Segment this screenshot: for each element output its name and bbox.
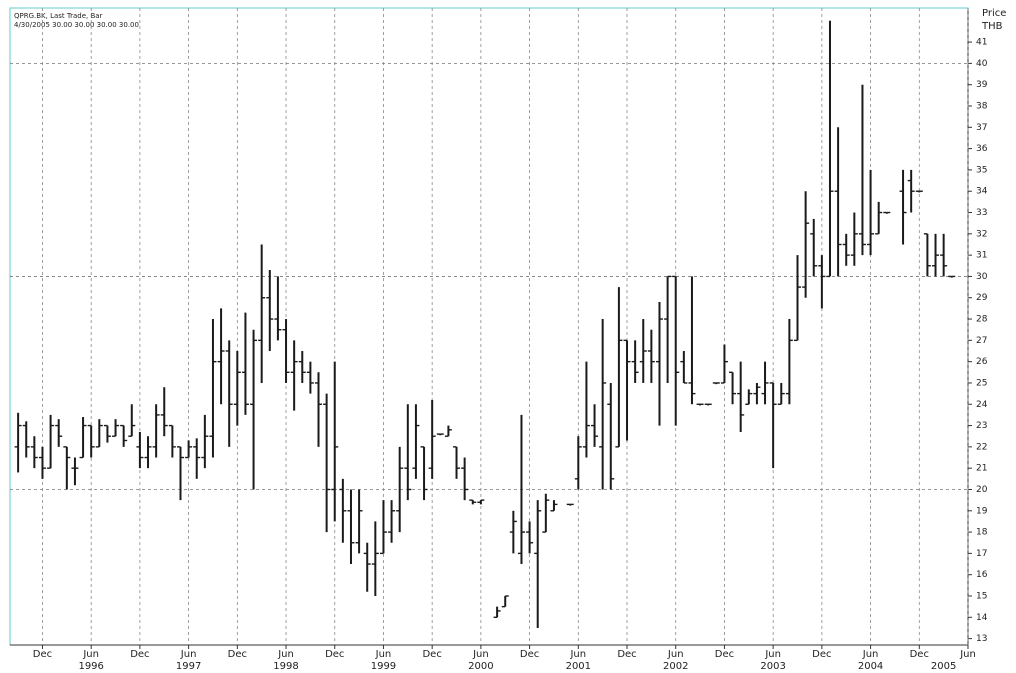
x-year-label: 2005 <box>931 661 956 672</box>
x-tick-label: Jun <box>569 649 586 660</box>
y-tick-label: 13 <box>976 634 987 644</box>
y-tick-label: 17 <box>976 549 987 559</box>
x-tick-label: Jun <box>862 649 879 660</box>
x-tick-label: Dec <box>130 649 149 660</box>
x-tick-label: Dec <box>617 649 636 660</box>
y-tick-label: 30 <box>976 272 988 282</box>
y-tick-label: 16 <box>976 570 988 580</box>
y-tick-label: 27 <box>976 336 987 346</box>
y-tick-label: 40 <box>976 59 988 69</box>
x-tick-label: Dec <box>715 649 734 660</box>
x-tick-label: Dec <box>33 649 52 660</box>
y-tick-label: 21 <box>976 464 987 474</box>
y-tick-label: 39 <box>976 80 988 90</box>
y-tick-label: 32 <box>976 229 987 239</box>
y-axis-label: Price <box>982 8 1006 19</box>
x-year-label: 1997 <box>176 661 201 672</box>
y-tick-label: 20 <box>976 485 988 495</box>
x-tick-label: Dec <box>228 649 247 660</box>
x-tick-label: Jun <box>82 649 99 660</box>
y-tick-label: 18 <box>976 528 988 538</box>
x-tick-label: Jun <box>667 649 684 660</box>
y-tick-label: 35 <box>976 165 987 175</box>
y-tick-label: 37 <box>976 123 987 133</box>
x-tick-label: Jun <box>472 649 489 660</box>
x-year-label: 2003 <box>760 661 785 672</box>
x-year-label: 2001 <box>566 661 591 672</box>
chart-title: QPRG.BK, Last Trade, Bar <box>14 12 103 20</box>
y-tick-label: 22 <box>976 442 987 452</box>
chart-subtitle: 4/30/2005 30.00 30.00 30.00 30.00 <box>14 21 139 29</box>
x-tick-label: Dec <box>325 649 344 660</box>
y-tick-label: 34 <box>976 187 988 197</box>
x-year-label: 1996 <box>78 661 103 672</box>
y-tick-label: 24 <box>976 400 988 410</box>
plot-frame <box>10 8 968 645</box>
y-tick-label: 31 <box>976 251 987 261</box>
y-tick-label: 38 <box>976 102 988 112</box>
y-tick-label: 41 <box>976 38 987 48</box>
x-tick-label: Jun <box>180 649 197 660</box>
y-axis-unit: THB <box>981 21 1003 32</box>
x-year-label: 1999 <box>371 661 396 672</box>
y-tick-label: 19 <box>976 506 988 516</box>
y-tick-label: 15 <box>976 592 987 602</box>
x-tick-label: Dec <box>520 649 539 660</box>
y-tick-label: 28 <box>976 315 988 325</box>
x-tick-label: Jun <box>375 649 392 660</box>
x-tick-label: Dec <box>812 649 831 660</box>
x-tick-label: Jun <box>277 649 294 660</box>
x-tick-label: Jun <box>764 649 781 660</box>
x-year-label: 2002 <box>663 661 688 672</box>
x-year-label: 2004 <box>858 661 883 672</box>
x-tick-label: Jun <box>959 649 976 660</box>
y-tick-label: 36 <box>976 144 988 154</box>
y-tick-label: 33 <box>976 208 987 218</box>
x-tick-label: Dec <box>910 649 929 660</box>
y-tick-label: 23 <box>976 421 987 431</box>
chart: QPRG.BK, Last Trade, Bar 4/30/2005 30.00… <box>0 0 1016 673</box>
page: {"chart_data": { "type": "ohlc", "title"… <box>0 0 1016 673</box>
x-tick-label: Dec <box>422 649 441 660</box>
x-year-label: 1998 <box>273 661 298 672</box>
y-tick-label: 25 <box>976 378 987 388</box>
y-tick-label: 26 <box>976 357 988 367</box>
x-year-label: 2000 <box>468 661 493 672</box>
y-tick-label: 29 <box>976 293 988 303</box>
y-tick-label: 14 <box>976 613 988 623</box>
